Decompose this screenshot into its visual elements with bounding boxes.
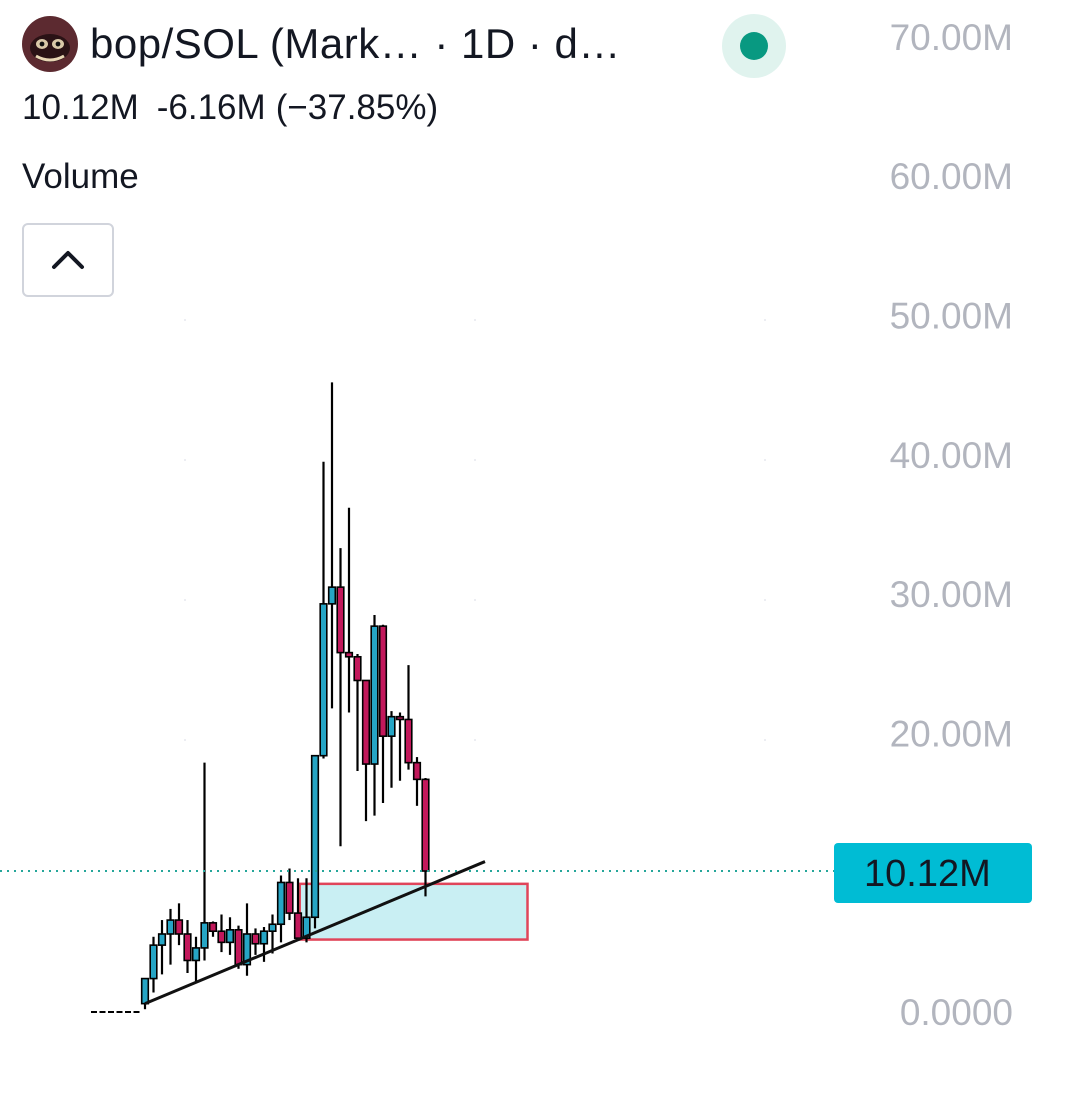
grid-dot — [474, 459, 476, 461]
candle-down — [208, 922, 218, 933]
candle-down — [293, 912, 303, 939]
candle-down — [412, 761, 422, 781]
collapse-legend-button[interactable] — [22, 223, 114, 297]
candle-up — [200, 922, 209, 949]
candle-down — [174, 919, 184, 935]
candle-up — [310, 754, 320, 919]
change-percent: (−37.85%) — [275, 88, 439, 127]
candle-up — [157, 933, 167, 946]
chart-title[interactable]: bop/SOL (Mark… · 1D · d… — [90, 20, 621, 67]
y-axis-tick-label: 20.00M — [890, 713, 1013, 754]
token-avatar-icon[interactable] — [22, 16, 78, 72]
candle-up — [276, 881, 286, 926]
candle-up — [387, 715, 396, 737]
candle-up — [319, 603, 328, 757]
candle-up — [302, 916, 311, 939]
support-trendline — [144, 860, 486, 1006]
live-status-icon — [722, 14, 786, 78]
candle-down — [361, 679, 371, 765]
candle-down — [217, 930, 226, 944]
grid-dot — [184, 319, 186, 321]
grid-dot — [764, 739, 766, 741]
y-axis-tick-label: 0.0000 — [900, 992, 1013, 1033]
candle-down — [251, 933, 260, 945]
ohlc-readout: 10.12M -6.16M (−37.85%) — [22, 88, 456, 128]
candle-up — [140, 977, 150, 1005]
candle-up — [191, 947, 201, 962]
grid-dot — [474, 599, 476, 601]
candle-up — [327, 586, 337, 605]
support-zone — [298, 882, 529, 941]
grid-dot — [184, 459, 186, 461]
close-value: 10.12M — [22, 88, 139, 127]
grid-dot — [184, 599, 186, 601]
y-axis-tick-label: 30.00M — [890, 574, 1013, 615]
candle-down — [234, 929, 243, 966]
candle-up — [242, 933, 252, 966]
change-value: -6.16M — [156, 88, 266, 127]
candle-down — [378, 625, 388, 737]
candle-down — [353, 655, 362, 682]
candle-up — [225, 929, 235, 944]
grid-dot — [764, 319, 766, 321]
last-price-badge: 10.12M — [834, 843, 1032, 903]
y-axis-tick-label: 50.00M — [890, 296, 1013, 337]
y-axis-tick-label: 70.00M — [890, 17, 1013, 58]
candle-down — [285, 881, 294, 914]
candle-up — [370, 625, 379, 765]
last-price-label: 10.12M — [864, 853, 991, 895]
candle-up — [166, 919, 175, 935]
candle-up — [268, 923, 277, 933]
candle-up — [259, 930, 269, 945]
candle-down — [344, 651, 354, 658]
chart-header: bop/SOL (Mark… · 1D · d… — [22, 12, 822, 82]
candle-down — [421, 778, 430, 872]
status-dot — [740, 32, 768, 60]
grid-dot — [474, 739, 476, 741]
grid-dot — [764, 599, 766, 601]
grid-dot — [764, 459, 766, 461]
candle-down — [395, 715, 405, 721]
chevron-up-icon — [52, 251, 84, 269]
candle-up — [149, 944, 158, 980]
indicator-label[interactable]: Volume — [22, 157, 139, 196]
candle-down — [183, 933, 192, 962]
grid-dot — [474, 319, 476, 321]
candle-down — [404, 718, 413, 764]
grid-dot — [184, 739, 186, 741]
y-axis-tick-label: 40.00M — [890, 435, 1013, 476]
candle-down — [336, 586, 345, 654]
y-axis-tick-label: 60.00M — [890, 156, 1013, 197]
